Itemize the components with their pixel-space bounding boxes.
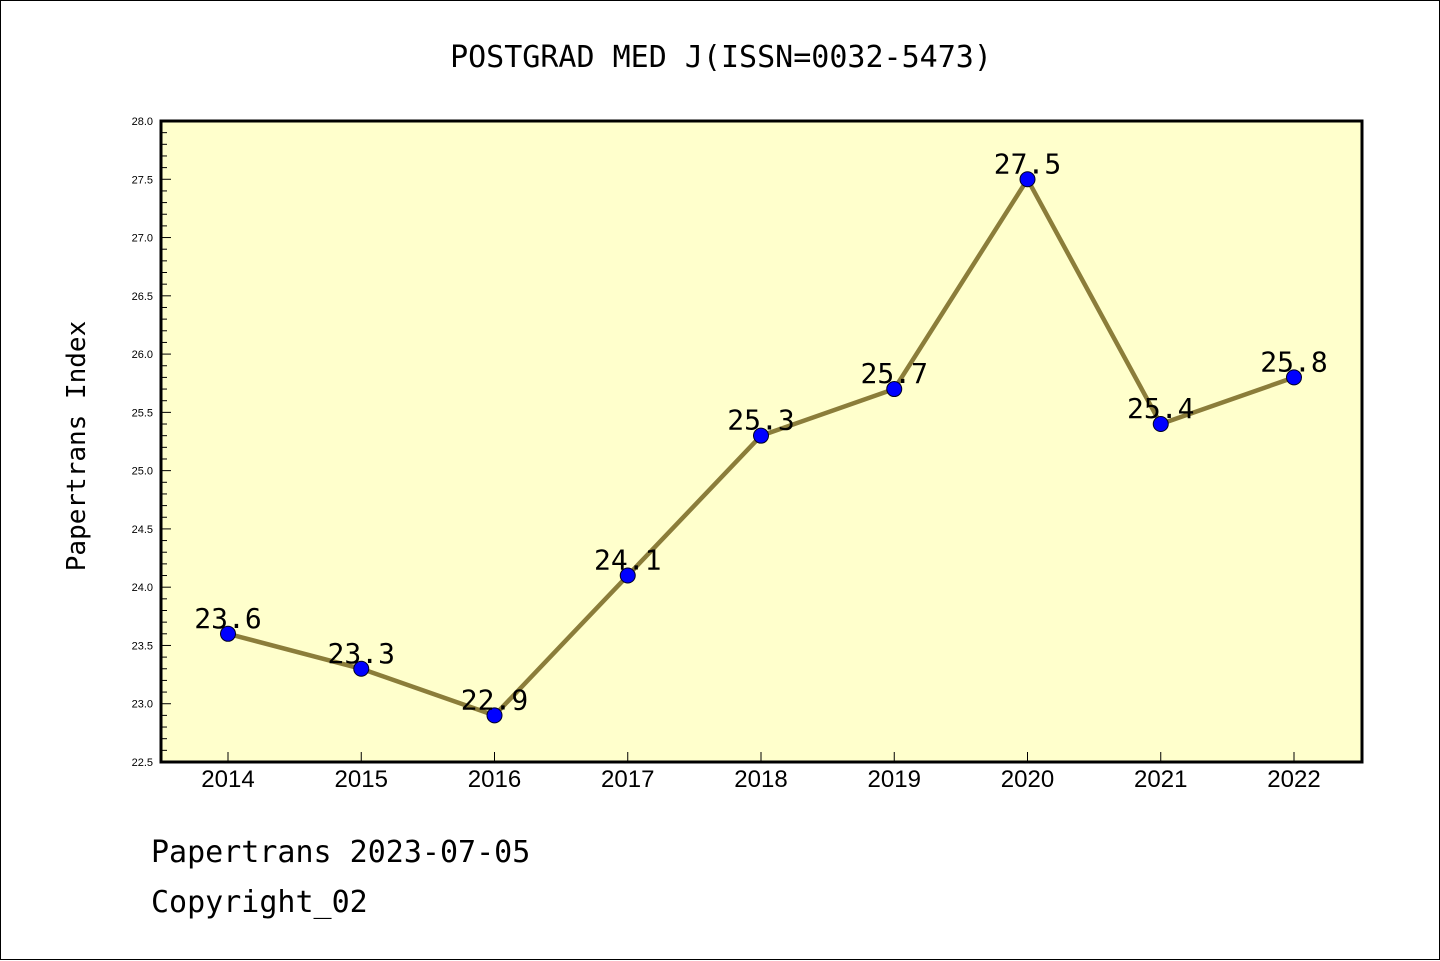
y-tick-label: 25.5 (132, 407, 153, 419)
x-tick-label: 2022 (1267, 766, 1320, 793)
y-axis-label: Papertrans Index (62, 321, 92, 571)
data-label: 23.6 (194, 602, 261, 635)
data-label: 25.3 (727, 404, 794, 437)
x-tick-label: 2015 (335, 766, 388, 793)
data-point (220, 625, 236, 642)
x-axis-ticks: 2014 2015 2016 2017 2018 2019 2020 2021 2022 (201, 752, 1321, 793)
data-label: 27.5 (994, 147, 1061, 180)
y-tick-label: 28.0 (132, 116, 153, 128)
data-point (1152, 416, 1169, 433)
data-point (1019, 171, 1036, 188)
chart-title: POSTGRAD MED J(ISSN=0032-5473) (450, 40, 992, 75)
data-point (486, 707, 503, 724)
y-tick-label: 24.5 (132, 524, 153, 536)
plot-border (159, 119, 1364, 764)
x-tick-label: 2019 (868, 766, 921, 793)
series-papertrans-index (220, 171, 1302, 724)
footer-copyright: Copyright_02 (151, 885, 368, 920)
data-point (753, 427, 769, 444)
data-labels: 23.6 23.3 22.9 24.1 25.3 25.7 27.5 25.4 25.8 (194, 147, 1327, 716)
data-label: 24.1 (594, 544, 661, 577)
data-label: 25.4 (1127, 392, 1194, 425)
y-tick-label: 23.5 (132, 640, 153, 652)
data-label: 25.8 (1260, 345, 1327, 378)
y-tick-label: 22.5 (132, 757, 153, 769)
x-tick-label: 2017 (601, 766, 654, 793)
footer-date: Papertrans 2023-07-05 (151, 835, 531, 870)
y-tick-label: 25.0 (132, 466, 153, 478)
y-tick-label: 27.0 (132, 233, 153, 245)
x-tick-label: 2020 (1001, 766, 1054, 793)
x-tick-label: 2016 (468, 766, 521, 793)
data-label: 25.7 (861, 357, 928, 390)
y-tick-label: 26.0 (132, 349, 153, 361)
y-axis-ticks: 22.5 23.0 23.5 24.0 24.5 25.0 25.5 26.0 26.5 27.0… (132, 116, 171, 769)
data-point (619, 567, 636, 584)
y-tick-label: 23.0 (132, 699, 153, 711)
x-tick-label: 2018 (734, 766, 787, 793)
x-tick-label: 2021 (1134, 766, 1187, 793)
data-point (353, 660, 370, 677)
data-label: 22.9 (461, 683, 528, 716)
data-point (886, 381, 903, 398)
y-tick-label: 27.5 (132, 174, 153, 186)
y-tick-label: 24.0 (132, 582, 153, 594)
data-label: 23.3 (328, 637, 395, 670)
x-tick-label: 2014 (201, 766, 254, 793)
data-point (1286, 369, 1302, 386)
y-tick-label: 26.5 (132, 291, 153, 303)
